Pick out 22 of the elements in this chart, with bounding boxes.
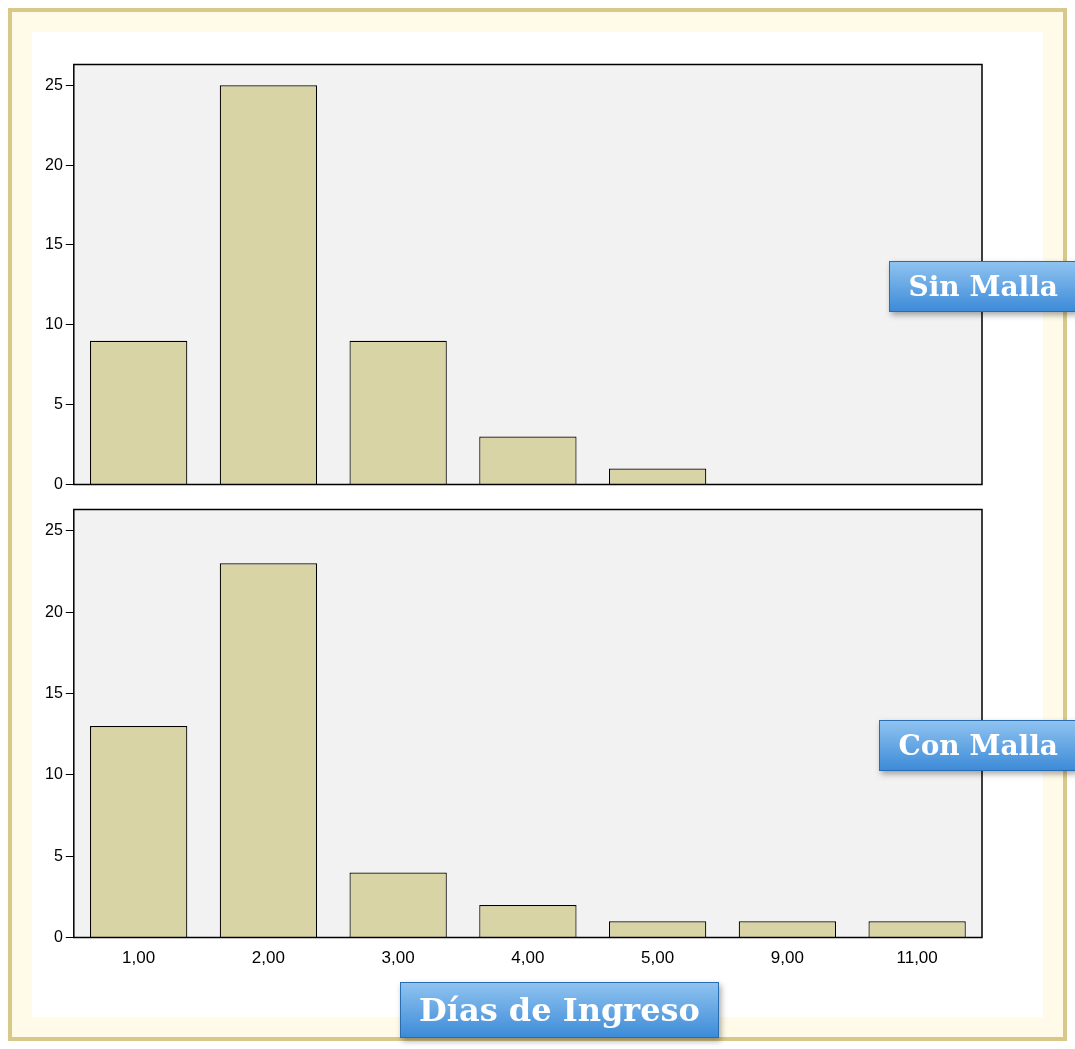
x-tick-label: 3,00 (381, 948, 415, 968)
x-tick-label: 1,00 (122, 948, 156, 968)
y-tick-label: 5 (53, 395, 63, 412)
y-tick-label: 5 (53, 846, 63, 864)
y-tick-label: 25 (45, 75, 63, 93)
x-tick-label: 2,00 (251, 948, 285, 968)
y-tick-label: 15 (45, 235, 63, 253)
x-axis-title: Días de Ingreso (400, 982, 719, 1038)
x-tick-label: 4,00 (511, 948, 545, 968)
x-tick-label: 9,00 (770, 948, 804, 968)
y-tick-label: 20 (45, 155, 63, 173)
y-tick-label: 10 (45, 765, 63, 783)
x-tick-label: 5,00 (641, 948, 675, 968)
y-tick-label: 15 (45, 683, 63, 701)
y-tick-label: 20 (45, 602, 63, 620)
annotation: Sin Malla (889, 261, 1075, 313)
y-tick-label: 10 (45, 315, 63, 333)
y-tick-label: 0 (53, 474, 63, 492)
annotation: Con Malla (879, 720, 1075, 772)
y-tick-label: 25 (45, 521, 63, 539)
y-tick-label: 0 (53, 928, 63, 946)
x-tick-label: 11,00 (896, 948, 938, 968)
